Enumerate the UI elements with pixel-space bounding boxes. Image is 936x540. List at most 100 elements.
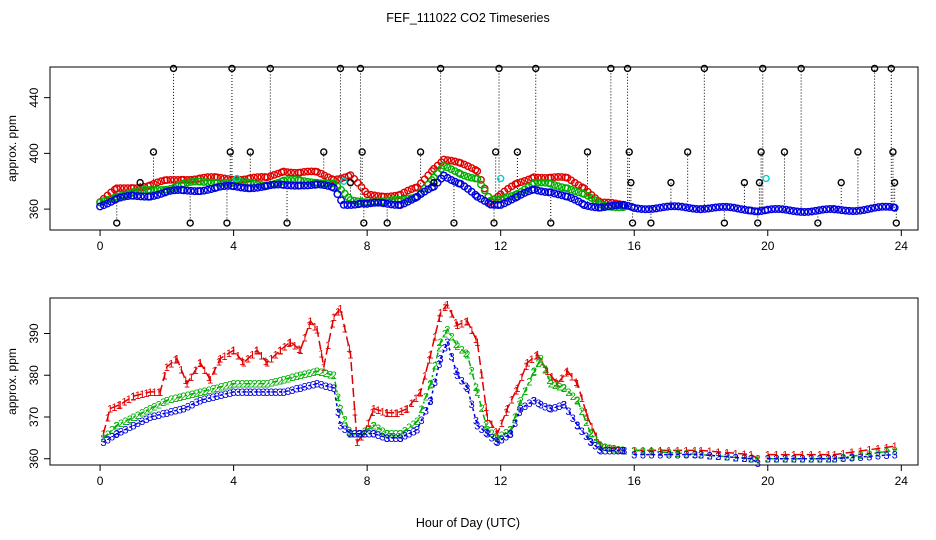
series-1-marker: 1 (287, 337, 293, 349)
series-2-marker: 2 (414, 416, 420, 428)
series-3-marker: 3 (556, 401, 562, 413)
series-3-marker: 3 (362, 429, 368, 441)
series-2-marker: 2 (579, 406, 585, 418)
series-1-marker: 1 (188, 372, 194, 384)
series-3-marker: 3 (114, 429, 120, 441)
blue-point (763, 205, 772, 214)
series-1-marker: 1 (258, 351, 264, 363)
spike-point (583, 148, 592, 156)
series-3-marker: 3 (494, 437, 500, 449)
series-3-marker: 3 (366, 429, 372, 441)
series-2-marker: 2 (538, 354, 544, 366)
spike-point (436, 64, 445, 73)
series-2-marker: 2 (423, 392, 429, 404)
series-3-marker: 3 (615, 445, 621, 457)
series-3-marker: 3 (692, 450, 698, 462)
series-2-marker: 2 (235, 379, 241, 391)
series-1-marker: 1 (192, 365, 198, 377)
spike-point (547, 219, 555, 227)
series-2-marker: 2 (189, 389, 195, 401)
blue-point (246, 184, 255, 193)
blue-point (370, 198, 379, 207)
series-1-marker: 1 (464, 316, 470, 328)
y-tick-label: 380 (27, 365, 41, 385)
red-point (216, 173, 225, 182)
spike-point (450, 219, 458, 227)
series-2-marker: 2 (202, 386, 208, 398)
spike-point (887, 64, 895, 73)
series-1-marker: 1 (707, 446, 713, 458)
series-1-marker: 1 (484, 412, 490, 424)
blue-point (471, 190, 480, 199)
blue-point (149, 191, 158, 200)
chart-title: FEF_111022 CO2 Timeseries (386, 11, 550, 25)
spike-point (700, 64, 709, 73)
series-3-marker: 3 (202, 394, 208, 406)
blue-point (236, 183, 245, 192)
series-2-marker: 2 (755, 454, 761, 466)
spike-point (113, 219, 121, 227)
blue-point (655, 203, 664, 212)
green-point (447, 165, 456, 174)
series-1-marker: 1 (534, 349, 540, 361)
series-2-marker: 2 (512, 412, 518, 424)
series-2-marker: 2 (244, 379, 250, 391)
series-3-marker: 3 (180, 404, 186, 416)
series-3-marker: 3 (453, 366, 459, 378)
series-3-marker: 3 (773, 454, 779, 466)
series-3-marker: 3 (410, 426, 416, 438)
series-2-marker: 2 (817, 454, 823, 466)
series-1-marker: 1 (543, 364, 549, 376)
series-2-marker: 2 (347, 429, 353, 441)
series-2-marker: 2 (454, 341, 460, 353)
green-point (550, 181, 559, 189)
plot-frame (49, 297, 919, 466)
series-2-marker: 2 (335, 392, 341, 404)
blue-point (146, 192, 155, 201)
series-1-marker: 1 (422, 371, 428, 383)
series-1-marker: 1 (666, 445, 672, 457)
spike-point (246, 148, 255, 156)
series-2-marker: 2 (449, 332, 455, 344)
series-3-marker: 3 (469, 399, 475, 411)
red-point (456, 159, 465, 167)
series-1-marker: 1 (135, 390, 141, 402)
series-3-marker: 3 (535, 398, 541, 410)
series-2-marker: 2 (561, 383, 567, 395)
spike-point (226, 148, 234, 156)
series-3-marker: 3 (318, 380, 324, 392)
series-1-marker: 1 (172, 355, 178, 367)
series-3-marker: 3 (715, 451, 721, 463)
blue-point (841, 206, 850, 215)
series-1-marker: 1 (143, 388, 149, 400)
blue-point (333, 190, 342, 199)
series-2-marker: 2 (503, 427, 509, 439)
blue-point (179, 186, 188, 195)
series-2-marker: 2 (640, 446, 646, 458)
series-1-marker: 1 (563, 368, 569, 380)
series-3-marker: 3 (493, 436, 499, 448)
blue-point (885, 202, 894, 211)
series-1-marker: 1 (436, 313, 442, 325)
series-2-marker: 2 (406, 422, 412, 434)
spike-point (667, 178, 675, 187)
series-3-marker: 3 (164, 408, 170, 420)
blue-point (737, 205, 746, 214)
blue-point (233, 182, 242, 191)
series-2-marker: 2 (432, 360, 438, 372)
series-2-marker: 2 (397, 429, 403, 441)
blue-point (697, 205, 706, 214)
series-3-marker: 3 (406, 429, 412, 441)
red-point (473, 167, 482, 175)
series-3-marker: 3 (808, 454, 814, 466)
series-2-marker: 2 (109, 425, 115, 437)
blue-point (870, 203, 879, 212)
series-1-marker: 1 (513, 386, 519, 398)
series-2-marker: 2 (388, 429, 394, 441)
series-3-line (103, 339, 625, 452)
green-point (480, 186, 489, 195)
series-2-marker: 2 (428, 379, 434, 391)
spike-point (430, 178, 438, 187)
